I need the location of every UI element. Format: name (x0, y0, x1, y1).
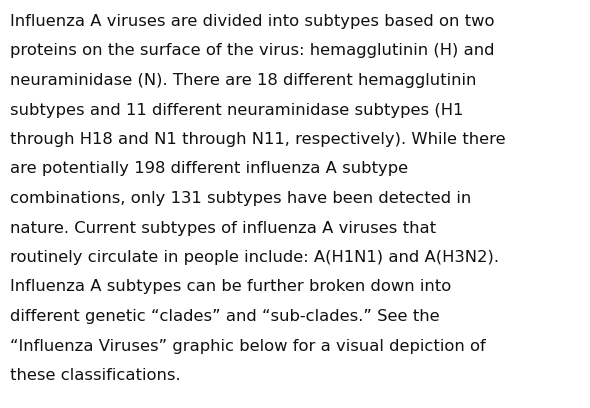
Text: subtypes and 11 different neuraminidase subtypes (H1: subtypes and 11 different neuraminidase … (10, 102, 463, 118)
Text: different genetic “clades” and “sub-clades.” See the: different genetic “clades” and “sub-clad… (10, 309, 440, 324)
Text: combinations, only 131 subtypes have been detected in: combinations, only 131 subtypes have bee… (10, 191, 471, 206)
Text: Influenza A viruses are divided into subtypes based on two: Influenza A viruses are divided into sub… (10, 14, 494, 29)
Text: Influenza A subtypes can be further broken down into: Influenza A subtypes can be further brok… (10, 279, 451, 295)
Text: routinely circulate in people include: A(H1N1) and A(H3N2).: routinely circulate in people include: A… (10, 250, 499, 265)
Text: “Influenza Viruses” graphic below for a visual depiction of: “Influenza Viruses” graphic below for a … (10, 339, 486, 353)
Text: proteins on the surface of the virus: hemagglutinin (H) and: proteins on the surface of the virus: he… (10, 44, 494, 58)
Text: these classifications.: these classifications. (10, 368, 181, 383)
Text: through H18 and N1 through N11, respectively). While there: through H18 and N1 through N11, respecti… (10, 132, 506, 147)
Text: are potentially 198 different influenza A subtype: are potentially 198 different influenza … (10, 162, 408, 177)
Text: nature. Current subtypes of influenza A viruses that: nature. Current subtypes of influenza A … (10, 220, 436, 235)
Text: neuraminidase (N). There are 18 different hemagglutinin: neuraminidase (N). There are 18 differen… (10, 73, 476, 88)
